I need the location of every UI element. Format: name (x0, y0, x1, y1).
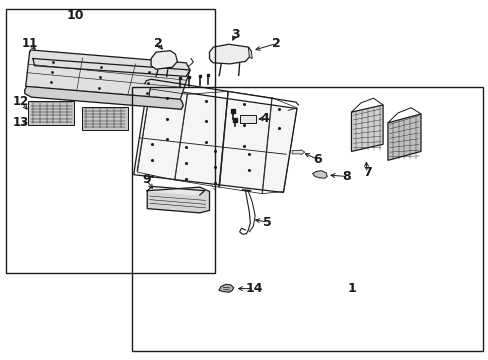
Bar (131, 87, 482, 351)
Text: 6: 6 (312, 153, 321, 166)
Text: 13: 13 (13, 116, 29, 129)
Text: 11: 11 (21, 37, 38, 50)
Text: 3: 3 (231, 28, 240, 41)
Text: 10: 10 (66, 9, 84, 22)
Polygon shape (219, 284, 233, 292)
Polygon shape (248, 47, 252, 59)
Polygon shape (387, 114, 420, 160)
Polygon shape (312, 171, 326, 178)
Text: 1: 1 (346, 283, 355, 296)
Polygon shape (151, 51, 177, 69)
Polygon shape (147, 186, 204, 195)
Polygon shape (209, 44, 251, 64)
Text: 4: 4 (260, 112, 269, 125)
Bar (81, 107, 127, 130)
FancyArrow shape (291, 149, 304, 155)
Text: 9: 9 (142, 173, 150, 186)
Bar (6, 9, 215, 273)
Polygon shape (33, 59, 190, 76)
Text: 7: 7 (362, 166, 371, 179)
Text: 2: 2 (271, 37, 280, 50)
Polygon shape (133, 87, 296, 193)
Polygon shape (25, 86, 183, 109)
Polygon shape (351, 105, 382, 152)
Text: 14: 14 (245, 282, 263, 295)
Bar (28, 102, 74, 125)
Text: 2: 2 (153, 37, 162, 50)
Text: 8: 8 (342, 170, 350, 183)
Polygon shape (26, 50, 190, 99)
Polygon shape (147, 187, 209, 213)
Text: 12: 12 (13, 95, 29, 108)
FancyBboxPatch shape (239, 115, 256, 123)
Text: 5: 5 (263, 216, 272, 229)
